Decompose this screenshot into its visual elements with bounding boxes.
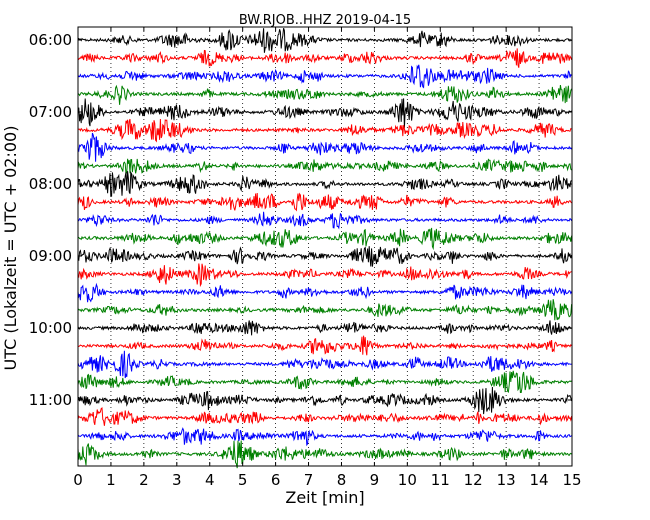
x-tick-label: 11 xyxy=(431,471,450,489)
plot-frame xyxy=(77,26,573,467)
x-tick-label: 10 xyxy=(398,471,417,489)
trace-1045 xyxy=(77,370,572,394)
y-tick-label: 07:00 xyxy=(29,103,72,121)
trace-0715 xyxy=(77,118,572,143)
x-tick-label: 0 xyxy=(73,471,83,489)
trace-0900 xyxy=(77,246,573,267)
x-tick-label: 6 xyxy=(271,471,281,489)
x-tick-label: 12 xyxy=(464,471,483,489)
x-tick-label: 8 xyxy=(337,471,347,489)
x-tick-label: 15 xyxy=(562,471,581,489)
x-tick-label: 2 xyxy=(139,471,149,489)
trace-0615 xyxy=(77,48,573,68)
y-axis-label: UTC (Lokalzeit = UTC + 02:00) xyxy=(1,126,20,371)
x-tick-label: 4 xyxy=(205,471,215,489)
trace-1130 xyxy=(77,427,572,447)
trace-0815 xyxy=(77,192,572,212)
trace-0845 xyxy=(77,227,573,251)
trace-0700 xyxy=(77,98,572,128)
trace-0800 xyxy=(77,170,572,197)
trace-0915 xyxy=(77,263,572,288)
trace-1030 xyxy=(77,350,572,379)
y-tick-label: 11:00 xyxy=(29,391,72,409)
trace-1145 xyxy=(77,440,572,469)
trace-1100 xyxy=(77,387,573,415)
trace-0630 xyxy=(77,64,572,89)
x-tick-label: 7 xyxy=(304,471,314,489)
trace-0745 xyxy=(77,158,572,176)
x-tick-label: 5 xyxy=(238,471,248,489)
x-tick-label: 14 xyxy=(530,471,549,489)
y-tick-label: 06:00 xyxy=(29,31,72,49)
x-tick-label: 3 xyxy=(172,471,182,489)
y-tick-label: 09:00 xyxy=(29,247,72,265)
trace-1000 xyxy=(77,320,572,336)
x-axis: 0 1 2 3 4 5 6 7 8 9 10 11 12 13 14 15 xyxy=(73,27,582,489)
seismogram-traces xyxy=(77,28,573,469)
trace-0645 xyxy=(77,84,573,105)
y-axis: 06:00 07:00 08:00 09:00 10:00 11:00 xyxy=(29,31,572,409)
trace-1015 xyxy=(77,335,572,356)
trace-0945 xyxy=(77,299,573,321)
y-tick-label: 08:00 xyxy=(29,175,72,193)
trace-0930 xyxy=(77,282,573,303)
trace-1115 xyxy=(77,407,573,426)
chart-title: BW.RJOB..HHZ 2019-04-15 xyxy=(239,13,411,28)
trace-0600 xyxy=(77,28,572,53)
x-tick-label: 1 xyxy=(106,471,116,489)
x-axis-label: Zeit [min] xyxy=(285,488,364,507)
x-tick-label: 13 xyxy=(497,471,516,489)
trace-0730 xyxy=(77,132,573,162)
y-tick-label: 10:00 xyxy=(29,319,72,337)
x-tick-label: 9 xyxy=(370,471,380,489)
trace-0830 xyxy=(77,211,573,230)
